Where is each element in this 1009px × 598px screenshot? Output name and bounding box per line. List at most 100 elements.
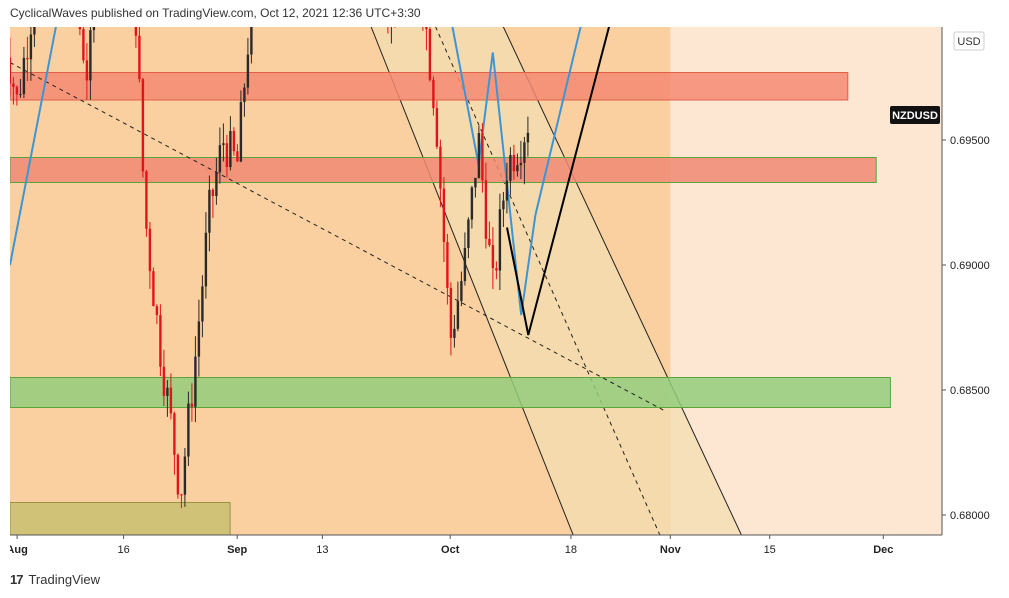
candle (526, 116, 530, 157)
candle-body (523, 142, 526, 163)
candle (222, 123, 225, 162)
blue-wave-path (451, 27, 537, 316)
candle-body (498, 209, 502, 271)
y-tick-label: 0.69500 (950, 135, 990, 147)
candle-body (92, 27, 96, 31)
currency-label: USD (957, 36, 980, 48)
projection-arrow-line (506, 27, 611, 336)
candle-body (425, 27, 428, 30)
candle-body (463, 247, 467, 282)
candle (229, 116, 232, 171)
candle-body (509, 154, 512, 181)
candle (145, 169, 148, 237)
candle-body (169, 387, 173, 414)
candle (29, 27, 33, 81)
candle-body (246, 54, 250, 88)
candle-body (477, 133, 481, 178)
candle-body (467, 219, 470, 248)
candle-body (456, 301, 460, 329)
currency-label-box (953, 31, 985, 51)
candle-body (215, 172, 218, 197)
candle (183, 448, 187, 507)
candle (180, 493, 183, 509)
symbol-badge (890, 106, 940, 124)
candle (218, 127, 222, 184)
candle (481, 123, 484, 193)
candle (470, 185, 474, 229)
candle (442, 177, 446, 263)
candle (236, 144, 239, 162)
candle-body (145, 171, 148, 229)
candle (502, 191, 505, 228)
zone-olive-5 (10, 502, 231, 535)
candle-body (155, 306, 159, 316)
candle (491, 227, 495, 290)
symbol-badge-label: NZDUSD (892, 110, 938, 122)
candle-body (10, 57, 12, 84)
candle-body (15, 86, 19, 95)
candle-body (204, 232, 208, 287)
candle-body (26, 57, 29, 60)
candle (173, 411, 176, 475)
candle (190, 383, 194, 422)
candle-body (222, 143, 225, 146)
candle (523, 136, 526, 185)
x-tick-label: Dec (873, 544, 893, 556)
candle-body (526, 132, 530, 143)
candle (225, 134, 229, 178)
candle (10, 37, 12, 97)
candle (246, 37, 250, 95)
candle (425, 27, 428, 51)
candle-body (22, 57, 26, 95)
candle-body (187, 403, 190, 457)
publish-header: CyclicalWaves published on TradingView.c… (10, 6, 421, 20)
candle (155, 304, 159, 325)
candle-body (211, 189, 215, 197)
candle-body (225, 143, 229, 168)
candle-body (141, 79, 145, 172)
candle (474, 177, 477, 198)
candle-body (474, 177, 477, 188)
y-tick-label: 0.68000 (950, 510, 990, 522)
candle (92, 27, 96, 43)
candle (201, 275, 204, 338)
tradingview-logo-icon[interactable]: 17 (10, 572, 24, 587)
zone-redgreen-3 (10, 157, 877, 183)
candle-body (428, 29, 432, 80)
channel-lower-line (370, 27, 574, 535)
candle (428, 27, 432, 82)
candle (194, 336, 197, 423)
candle-body (33, 27, 36, 35)
y-tick-label: 0.69000 (950, 260, 990, 272)
candle (176, 453, 180, 499)
candle-body (519, 162, 523, 166)
lower-dashed-trendline (10, 62, 664, 411)
candle-body (502, 200, 505, 210)
candle-body (439, 146, 442, 189)
candle (215, 157, 218, 205)
candle (239, 90, 243, 163)
candle-body (89, 30, 92, 81)
candle (33, 27, 36, 47)
x-tick-label: Aug (10, 544, 28, 556)
candle (484, 162, 488, 249)
candle (204, 212, 208, 299)
price-chart[interactable]: 0.715000.710000.705000.700000.695000.690… (6, 10, 1000, 564)
candle (19, 78, 22, 98)
candle (449, 282, 453, 356)
candle (134, 27, 138, 48)
candle-body (162, 366, 166, 396)
candle-body (516, 165, 519, 172)
candle-body (194, 356, 197, 407)
candle (516, 153, 519, 177)
candle (467, 217, 470, 259)
candle-body (432, 79, 435, 109)
candle (460, 271, 463, 307)
candle (250, 27, 253, 64)
candle-body (82, 29, 85, 61)
candle (148, 222, 152, 289)
candle (187, 391, 190, 467)
y-tick-label: 0.68500 (950, 385, 990, 397)
candle (453, 314, 456, 348)
x-tick-label: 16 (117, 544, 129, 556)
